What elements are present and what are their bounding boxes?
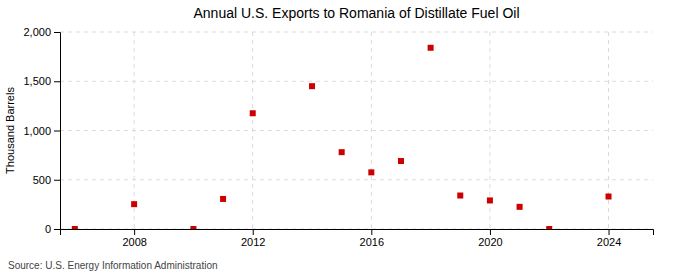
y-tick-mark xyxy=(54,180,60,181)
points xyxy=(72,45,612,229)
y-tick-mark xyxy=(54,32,60,33)
y-tick-label: 2,000 xyxy=(23,26,51,38)
x-tick: 2024 xyxy=(597,229,621,248)
y-axis-line xyxy=(54,33,61,230)
y-grid-line xyxy=(60,179,653,180)
x-tick-label: 2008 xyxy=(122,236,146,248)
x-tick: 2020 xyxy=(478,229,502,248)
y-tick-mark xyxy=(54,81,60,82)
point xyxy=(368,169,374,175)
x-tick-label: 2024 xyxy=(597,236,621,248)
x-grid-line xyxy=(134,32,135,229)
x-tick-label: 2016 xyxy=(360,236,384,248)
x-tick: 2012 xyxy=(241,229,265,248)
x-tick-mark xyxy=(490,229,491,235)
y-tick: 0 xyxy=(45,223,60,235)
x-tick: 2008 xyxy=(122,229,146,248)
point xyxy=(250,110,256,116)
y-grid-line xyxy=(60,81,653,82)
x-grid-line xyxy=(252,32,253,229)
y-tick-label: 1,000 xyxy=(23,125,51,137)
y-axis-title: Thousand Barrels xyxy=(4,87,16,174)
point xyxy=(487,197,493,203)
y-tick: 1,000 xyxy=(23,125,60,137)
x-grid-line xyxy=(371,32,372,229)
point xyxy=(190,226,196,229)
chart: 2008 2012 2016 2020 2024 0 500 1,000 1,500 2,000 A… xyxy=(0,0,675,275)
point xyxy=(546,226,552,229)
grid xyxy=(60,32,653,229)
x-tick-mark xyxy=(371,229,372,235)
y-grid-line xyxy=(60,32,653,33)
x-tick-label: 2020 xyxy=(478,236,502,248)
x-axis: 2008 2012 2016 2020 2024 xyxy=(61,229,654,248)
point xyxy=(606,193,612,199)
x-tick-mark xyxy=(253,229,254,235)
point xyxy=(72,226,78,229)
x-tick-label: 2012 xyxy=(241,236,265,248)
y-tick-label: 0 xyxy=(45,223,51,235)
point xyxy=(517,204,523,210)
point xyxy=(220,196,226,202)
y-tick-label: 500 xyxy=(33,174,51,186)
point xyxy=(339,149,345,155)
x-axis-line xyxy=(61,230,654,236)
plot-area: 2008 2012 2016 2020 2024 0 500 1,000 1,500 2,000 xyxy=(23,26,653,248)
title: Annual U.S. Exports to Romania of Distil… xyxy=(193,5,519,21)
source-note: Source: U.S. Energy Information Administ… xyxy=(8,260,218,271)
point xyxy=(428,45,434,51)
x-tick: 2016 xyxy=(360,229,384,248)
y-tick-mark xyxy=(54,131,60,132)
point xyxy=(131,201,137,207)
y-tick: 2,000 xyxy=(23,26,60,38)
point xyxy=(398,158,404,164)
x-tick-mark xyxy=(609,229,610,235)
x-tick-mark xyxy=(134,229,135,235)
y-tick-mark xyxy=(54,229,60,230)
y-tick: 1,500 xyxy=(23,75,60,87)
y-grid-line xyxy=(60,130,653,131)
y-axis: 0 500 1,000 1,500 2,000 xyxy=(23,26,60,235)
y-tick: 500 xyxy=(33,174,60,186)
point xyxy=(309,83,315,89)
point xyxy=(457,193,463,199)
y-tick-label: 1,500 xyxy=(23,75,51,87)
